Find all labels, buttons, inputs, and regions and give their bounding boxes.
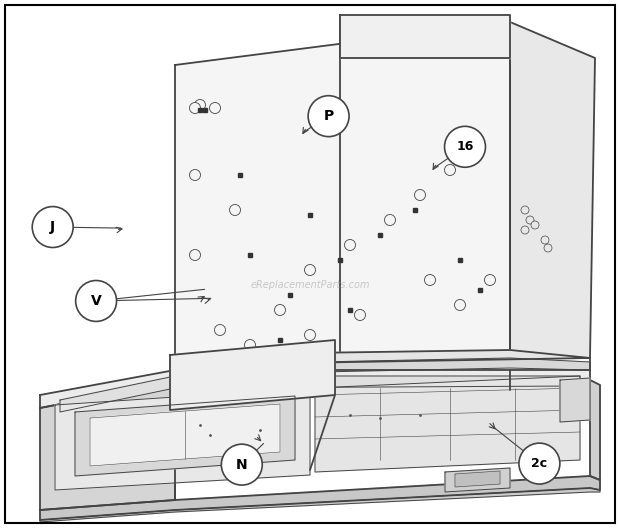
Polygon shape [315,376,580,472]
Circle shape [275,305,285,316]
Circle shape [190,250,200,260]
Polygon shape [170,350,590,365]
Polygon shape [560,378,590,422]
Polygon shape [445,468,510,492]
Circle shape [308,96,349,137]
Circle shape [190,169,200,181]
Text: eReplacementParts.com: eReplacementParts.com [250,280,370,290]
Text: 16: 16 [456,140,474,153]
Circle shape [521,206,529,214]
Circle shape [221,444,262,485]
Polygon shape [40,488,600,522]
Polygon shape [590,380,600,480]
Polygon shape [455,471,500,487]
Circle shape [304,265,316,276]
Circle shape [345,240,355,250]
Circle shape [244,340,255,351]
Circle shape [531,221,539,229]
Circle shape [454,299,466,310]
Circle shape [76,280,117,322]
Polygon shape [170,340,335,410]
Circle shape [32,206,73,248]
Polygon shape [510,22,595,358]
Circle shape [210,102,221,114]
Circle shape [384,214,396,225]
Circle shape [195,99,205,110]
Polygon shape [340,15,510,58]
Polygon shape [175,22,510,360]
Circle shape [229,204,241,215]
Circle shape [445,126,485,167]
Text: 2c: 2c [531,457,547,470]
Circle shape [521,226,529,234]
Circle shape [425,275,435,286]
Circle shape [415,190,425,201]
Polygon shape [40,476,600,520]
Polygon shape [90,404,280,466]
Circle shape [355,309,366,320]
Circle shape [519,443,560,484]
Circle shape [484,275,495,286]
Text: V: V [91,294,102,308]
Polygon shape [40,382,175,510]
Text: N: N [236,458,247,472]
Text: J: J [50,220,55,234]
Circle shape [215,325,226,335]
Circle shape [526,216,534,224]
Text: P: P [324,109,334,123]
Circle shape [445,165,456,175]
Circle shape [541,236,549,244]
Polygon shape [75,396,295,476]
Polygon shape [40,370,590,408]
Polygon shape [60,376,580,412]
Polygon shape [170,358,590,375]
Circle shape [544,244,552,252]
Polygon shape [55,388,310,490]
Circle shape [190,102,200,114]
Circle shape [304,329,316,341]
